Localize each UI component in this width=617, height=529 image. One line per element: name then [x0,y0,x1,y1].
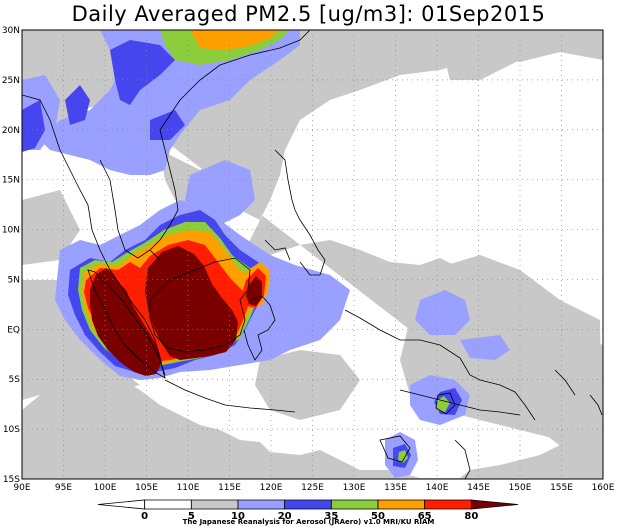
colorbar-label: 5 [188,511,195,522]
colorbar-label: 65 [418,511,432,522]
colorbar-segment [377,499,426,510]
longitude-label: 135E [384,483,407,493]
colorbar-segment [424,499,472,510]
latitude-label: 5S [9,375,21,385]
longitude-label: 140E [426,483,449,493]
colorbar-label: 0 [141,511,148,522]
longitude-label: 95E [55,483,72,493]
longitude-label: 145E [467,483,490,493]
colorbar: 0 5 10 20 35 50 65 80 [97,499,519,522]
longitude-label: 130E [343,483,366,493]
longitude-label: 115E [218,483,241,493]
longitude-labels: 90E 95E 100E 105E 110E 115E 120E 125E 130E 135E 14… [13,483,614,493]
latitude-label: EQ [7,325,20,335]
longitude-label: 155E [550,483,573,493]
colorbar-label: 50 [371,511,385,522]
colorbar-segment [237,499,286,510]
latitude-label: 20N [2,126,20,136]
colorbar-label: 10 [231,511,245,522]
pm25-level-darkred [90,246,262,376]
colorbar-segment [284,499,332,510]
longitude-label: 110E [177,483,200,493]
colorbar-segment [97,499,146,510]
colorbar-segment [190,499,239,510]
longitude-label: 125E [301,483,324,493]
longitude-label: 120E [260,483,283,493]
colorbar-label: 80 [464,511,478,522]
longitude-label: 100E [94,483,117,493]
latitude-labels: 30N 25N 20N 15N 10N 5N EQ 5S 10S 15S [2,26,20,485]
colorbar-label: 20 [278,511,292,522]
pm25-field [22,30,603,479]
latitude-label: 5N [8,275,20,285]
colorbar-segment [470,499,519,510]
colorbar-segment [330,499,379,510]
colorbar-segment [144,499,192,510]
longitude-label: 90E [13,483,30,493]
longitude-label: 105E [135,483,158,493]
credit-text: The Japanese Reanalysis for Aerosol (JRA… [182,518,435,526]
latitude-label: 15N [2,176,20,186]
longitude-label: 160E [592,483,615,493]
map-title: Daily Averaged PM2.5 [ug/m3]: 01Sep2015 [71,2,546,26]
longitude-label: 150E [509,483,532,493]
latitude-label: 10N [2,226,20,236]
plot-frame [21,29,604,480]
latitude-label: 10S [3,425,20,435]
latitude-label: 30N [2,26,20,36]
latitude-label: 15S [3,475,20,485]
latitude-label: 25N [2,76,20,86]
colorbar-label: 35 [324,511,338,522]
grid-lines [22,30,603,479]
